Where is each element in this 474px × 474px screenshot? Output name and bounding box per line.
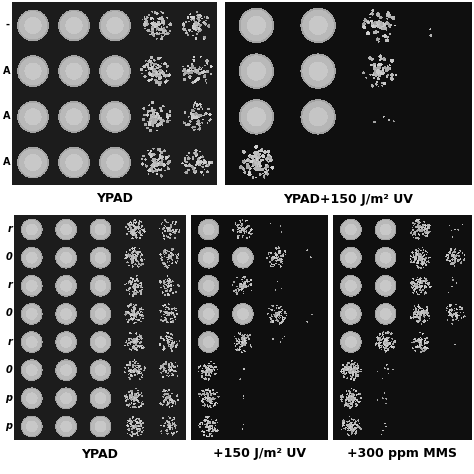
Text: 0: 0 — [5, 365, 12, 374]
Text: 0: 0 — [5, 309, 12, 319]
Text: +150 J/m² UV: +150 J/m² UV — [213, 447, 306, 461]
Text: p: p — [5, 421, 12, 431]
Text: +300 ppm MMS: +300 ppm MMS — [347, 447, 457, 461]
Text: p: p — [5, 393, 12, 403]
Text: r: r — [7, 280, 12, 290]
Text: YPAD: YPAD — [96, 192, 133, 206]
Text: A: A — [2, 157, 10, 167]
Text: -: - — [6, 20, 10, 30]
Text: YPAD: YPAD — [82, 447, 118, 461]
Text: A: A — [2, 65, 10, 76]
Text: r: r — [7, 337, 12, 346]
Text: r: r — [7, 224, 12, 234]
Text: YPAD+150 J/m² UV: YPAD+150 J/m² UV — [283, 192, 413, 206]
Text: A: A — [2, 111, 10, 121]
Text: 0: 0 — [5, 252, 12, 262]
